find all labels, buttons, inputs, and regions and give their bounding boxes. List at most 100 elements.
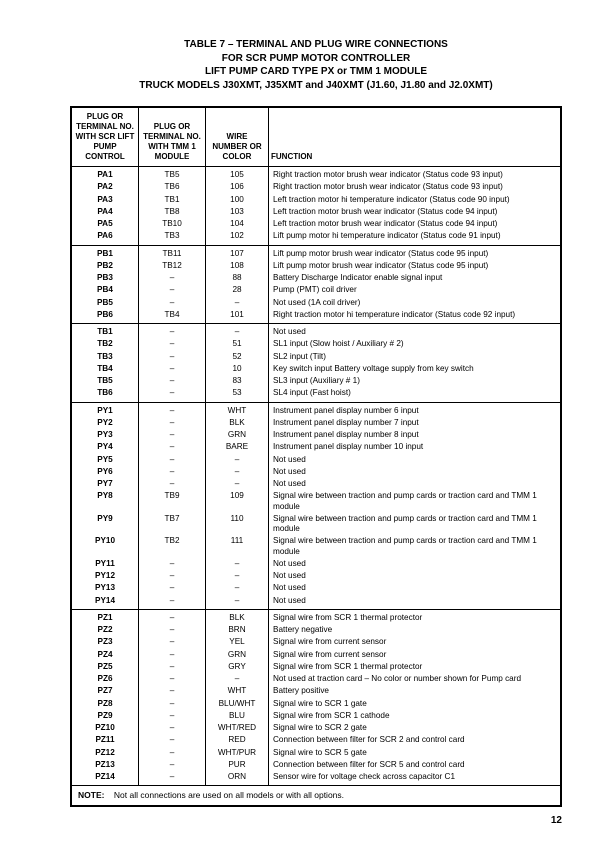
cell-c3: 83 (206, 375, 269, 387)
header-col2: PLUG OR TERMINAL NO. WITH TMM 1 MODULE (139, 107, 206, 167)
cell-c4: Signal wire from SCR 1 thermal protector (269, 609, 562, 624)
cell-c1: PA1 (71, 167, 139, 182)
cell-c3: 10 (206, 363, 269, 375)
cell-c2: – (139, 297, 206, 309)
table-row: PY4–BAREInstrument panel display number … (71, 441, 561, 453)
cell-c1: PY1 (71, 402, 139, 417)
cell-c2: – (139, 478, 206, 490)
table-row: PY13––Not used (71, 582, 561, 594)
cell-c2: – (139, 324, 206, 339)
cell-c4: Signal wire to SCR 5 gate (269, 747, 562, 759)
title-block: TABLE 7 – TERMINAL AND PLUG WIRE CONNECT… (70, 38, 562, 92)
cell-c1: TB4 (71, 363, 139, 375)
table-row: PZ8–BLU/WHTSignal wire to SCR 1 gate (71, 698, 561, 710)
table-row: PY11––Not used (71, 558, 561, 570)
cell-c1: PY4 (71, 441, 139, 453)
table-row: TB3–52SL2 input (Tilt) (71, 351, 561, 363)
cell-c3: BLU/WHT (206, 698, 269, 710)
cell-c4: Lift pump motor hi temperature indicator… (269, 230, 562, 245)
cell-c1: PZ3 (71, 636, 139, 648)
cell-c3: 105 (206, 167, 269, 182)
table-row: PY8TB9109Signal wire between traction an… (71, 490, 561, 513)
cell-c3: 101 (206, 309, 269, 324)
cell-c1: PB2 (71, 260, 139, 272)
cell-c4: Left traction motor hi temperature indic… (269, 194, 562, 206)
table-row: PZ1–BLKSignal wire from SCR 1 thermal pr… (71, 609, 561, 624)
cell-c3: WHT/RED (206, 722, 269, 734)
cell-c4: SL1 input (Slow hoist / Auxiliary # 2) (269, 338, 562, 350)
cell-c4: Not used (269, 558, 562, 570)
cell-c2: – (139, 649, 206, 661)
cell-c3: 100 (206, 194, 269, 206)
cell-c2: TB4 (139, 309, 206, 324)
cell-c1: PA4 (71, 206, 139, 218)
cell-c4: Instrument panel display number 8 input (269, 429, 562, 441)
cell-c2: – (139, 734, 206, 746)
table-row: PZ4–GRNSignal wire from current sensor (71, 649, 561, 661)
cell-c4: Battery positive (269, 685, 562, 697)
cell-c3: – (206, 558, 269, 570)
title-line-4: TRUCK MODELS J30XMT, J35XMT and J40XMT (… (70, 79, 562, 93)
cell-c3: 28 (206, 284, 269, 296)
cell-c3: GRN (206, 649, 269, 661)
cell-c2: – (139, 558, 206, 570)
table-row: PA4TB8103Left traction motor brush wear … (71, 206, 561, 218)
cell-c1: PY7 (71, 478, 139, 490)
cell-c3: – (206, 324, 269, 339)
cell-c4: Instrument panel display number 10 input (269, 441, 562, 453)
cell-c2: – (139, 636, 206, 648)
cell-c1: PZ11 (71, 734, 139, 746)
table-row: PA2TB6106Right traction motor brush wear… (71, 181, 561, 193)
cell-c4: Signal wire from SCR 1 cathode (269, 710, 562, 722)
cell-c1: PY6 (71, 466, 139, 478)
cell-c1: PY5 (71, 454, 139, 466)
note-row: NOTE: Not all connections are used on al… (71, 786, 561, 806)
cell-c2: – (139, 595, 206, 610)
cell-c2: TB9 (139, 490, 206, 513)
cell-c1: PZ13 (71, 759, 139, 771)
cell-c2: – (139, 661, 206, 673)
cell-c2: – (139, 747, 206, 759)
cell-c4: Not used at traction card – No color or … (269, 673, 562, 685)
cell-c2: TB12 (139, 260, 206, 272)
table-row: PZ5–GRYSignal wire from SCR 1 thermal pr… (71, 661, 561, 673)
cell-c3: 102 (206, 230, 269, 245)
cell-c4: Signal wire between traction and pump ca… (269, 490, 562, 513)
cell-c3: – (206, 297, 269, 309)
cell-c3: 103 (206, 206, 269, 218)
cell-c1: PY14 (71, 595, 139, 610)
cell-c4: Not used (1A coil driver) (269, 297, 562, 309)
cell-c1: TB1 (71, 324, 139, 339)
table-row: PY6––Not used (71, 466, 561, 478)
cell-c1: TB5 (71, 375, 139, 387)
table-row: TB2–51SL1 input (Slow hoist / Auxiliary … (71, 338, 561, 350)
cell-c3: 88 (206, 272, 269, 284)
cell-c4: Left traction motor brush wear indicator… (269, 218, 562, 230)
cell-c3: WHT (206, 685, 269, 697)
cell-c1: PZ9 (71, 710, 139, 722)
cell-c4: Right traction motor brush wear indicato… (269, 167, 562, 182)
cell-c3: PUR (206, 759, 269, 771)
cell-c1: PB1 (71, 245, 139, 260)
cell-c3: 104 (206, 218, 269, 230)
cell-c3: GRN (206, 429, 269, 441)
cell-c3: ORN (206, 771, 269, 786)
cell-c1: PA6 (71, 230, 139, 245)
cell-c1: PZ2 (71, 624, 139, 636)
table-row: PZ9–BLUSignal wire from SCR 1 cathode (71, 710, 561, 722)
cell-c3: – (206, 478, 269, 490)
cell-c4: Lift pump motor brush wear indicator (St… (269, 245, 562, 260)
cell-c3: – (206, 595, 269, 610)
table-row: PZ10–WHT/REDSignal wire to SCR 2 gate (71, 722, 561, 734)
cell-c2: – (139, 351, 206, 363)
cell-c1: PY2 (71, 417, 139, 429)
cell-c3: YEL (206, 636, 269, 648)
cell-c4: Not used (269, 466, 562, 478)
cell-c2: – (139, 722, 206, 734)
table-row: PZ2–BRNBattery negative (71, 624, 561, 636)
cell-c1: PY3 (71, 429, 139, 441)
cell-c2: – (139, 387, 206, 402)
cell-c2: – (139, 710, 206, 722)
table-row: PZ12–WHT/PURSignal wire to SCR 5 gate (71, 747, 561, 759)
cell-c4: Right traction motor brush wear indicato… (269, 181, 562, 193)
